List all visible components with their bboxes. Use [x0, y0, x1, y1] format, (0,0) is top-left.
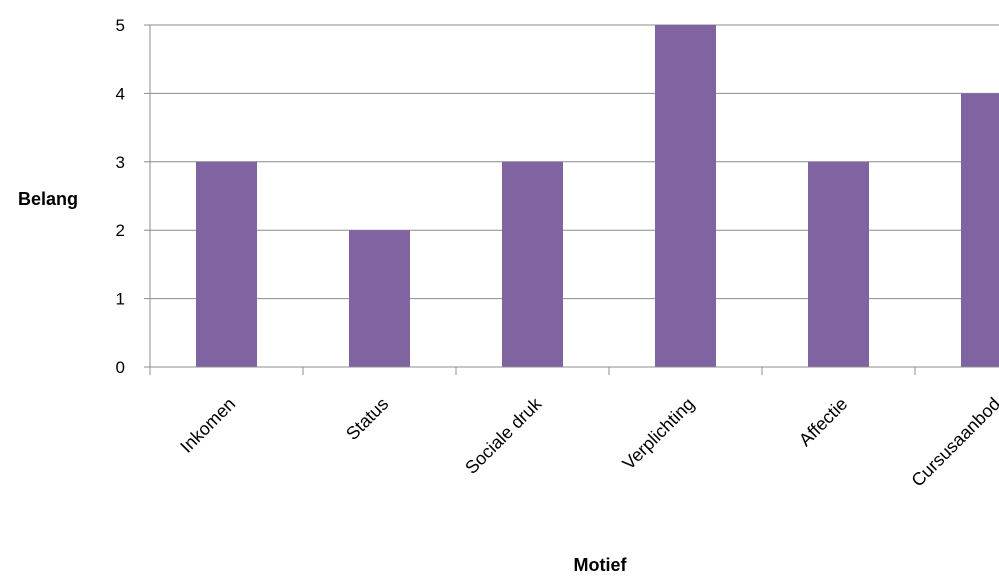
y-axis-title: Belang [18, 189, 78, 209]
bar [349, 230, 410, 367]
x-tick-label: Inkomen [176, 394, 239, 457]
y-tick-label: 4 [116, 84, 125, 103]
x-tick-label: Sociale druk [461, 393, 546, 478]
gridlines [150, 24, 999, 300]
bar [808, 161, 869, 367]
x-tick-label: Affectie [795, 394, 851, 450]
bar [655, 25, 716, 367]
axes [144, 24, 999, 375]
x-tick-label: Verplichting [618, 394, 698, 474]
y-tick-label: 3 [116, 153, 125, 172]
y-tick-label: 2 [116, 221, 125, 240]
x-tick-label: Status [342, 394, 392, 444]
bars [196, 25, 999, 368]
y-tick-label: 0 [116, 358, 125, 377]
bar [196, 161, 257, 367]
bar [961, 93, 999, 368]
bar [502, 161, 563, 367]
y-tick-label: 1 [116, 290, 125, 309]
x-tick-label: Cursusaanbod [907, 394, 999, 491]
y-tick-labels: 0 1 2 3 4 5 [116, 16, 125, 377]
y-tick-label: 5 [116, 16, 125, 35]
x-axis-title: Motief [574, 555, 628, 575]
x-tick-labels: Inkomen Status Sociale druk Verplichting Aff… [176, 393, 999, 491]
